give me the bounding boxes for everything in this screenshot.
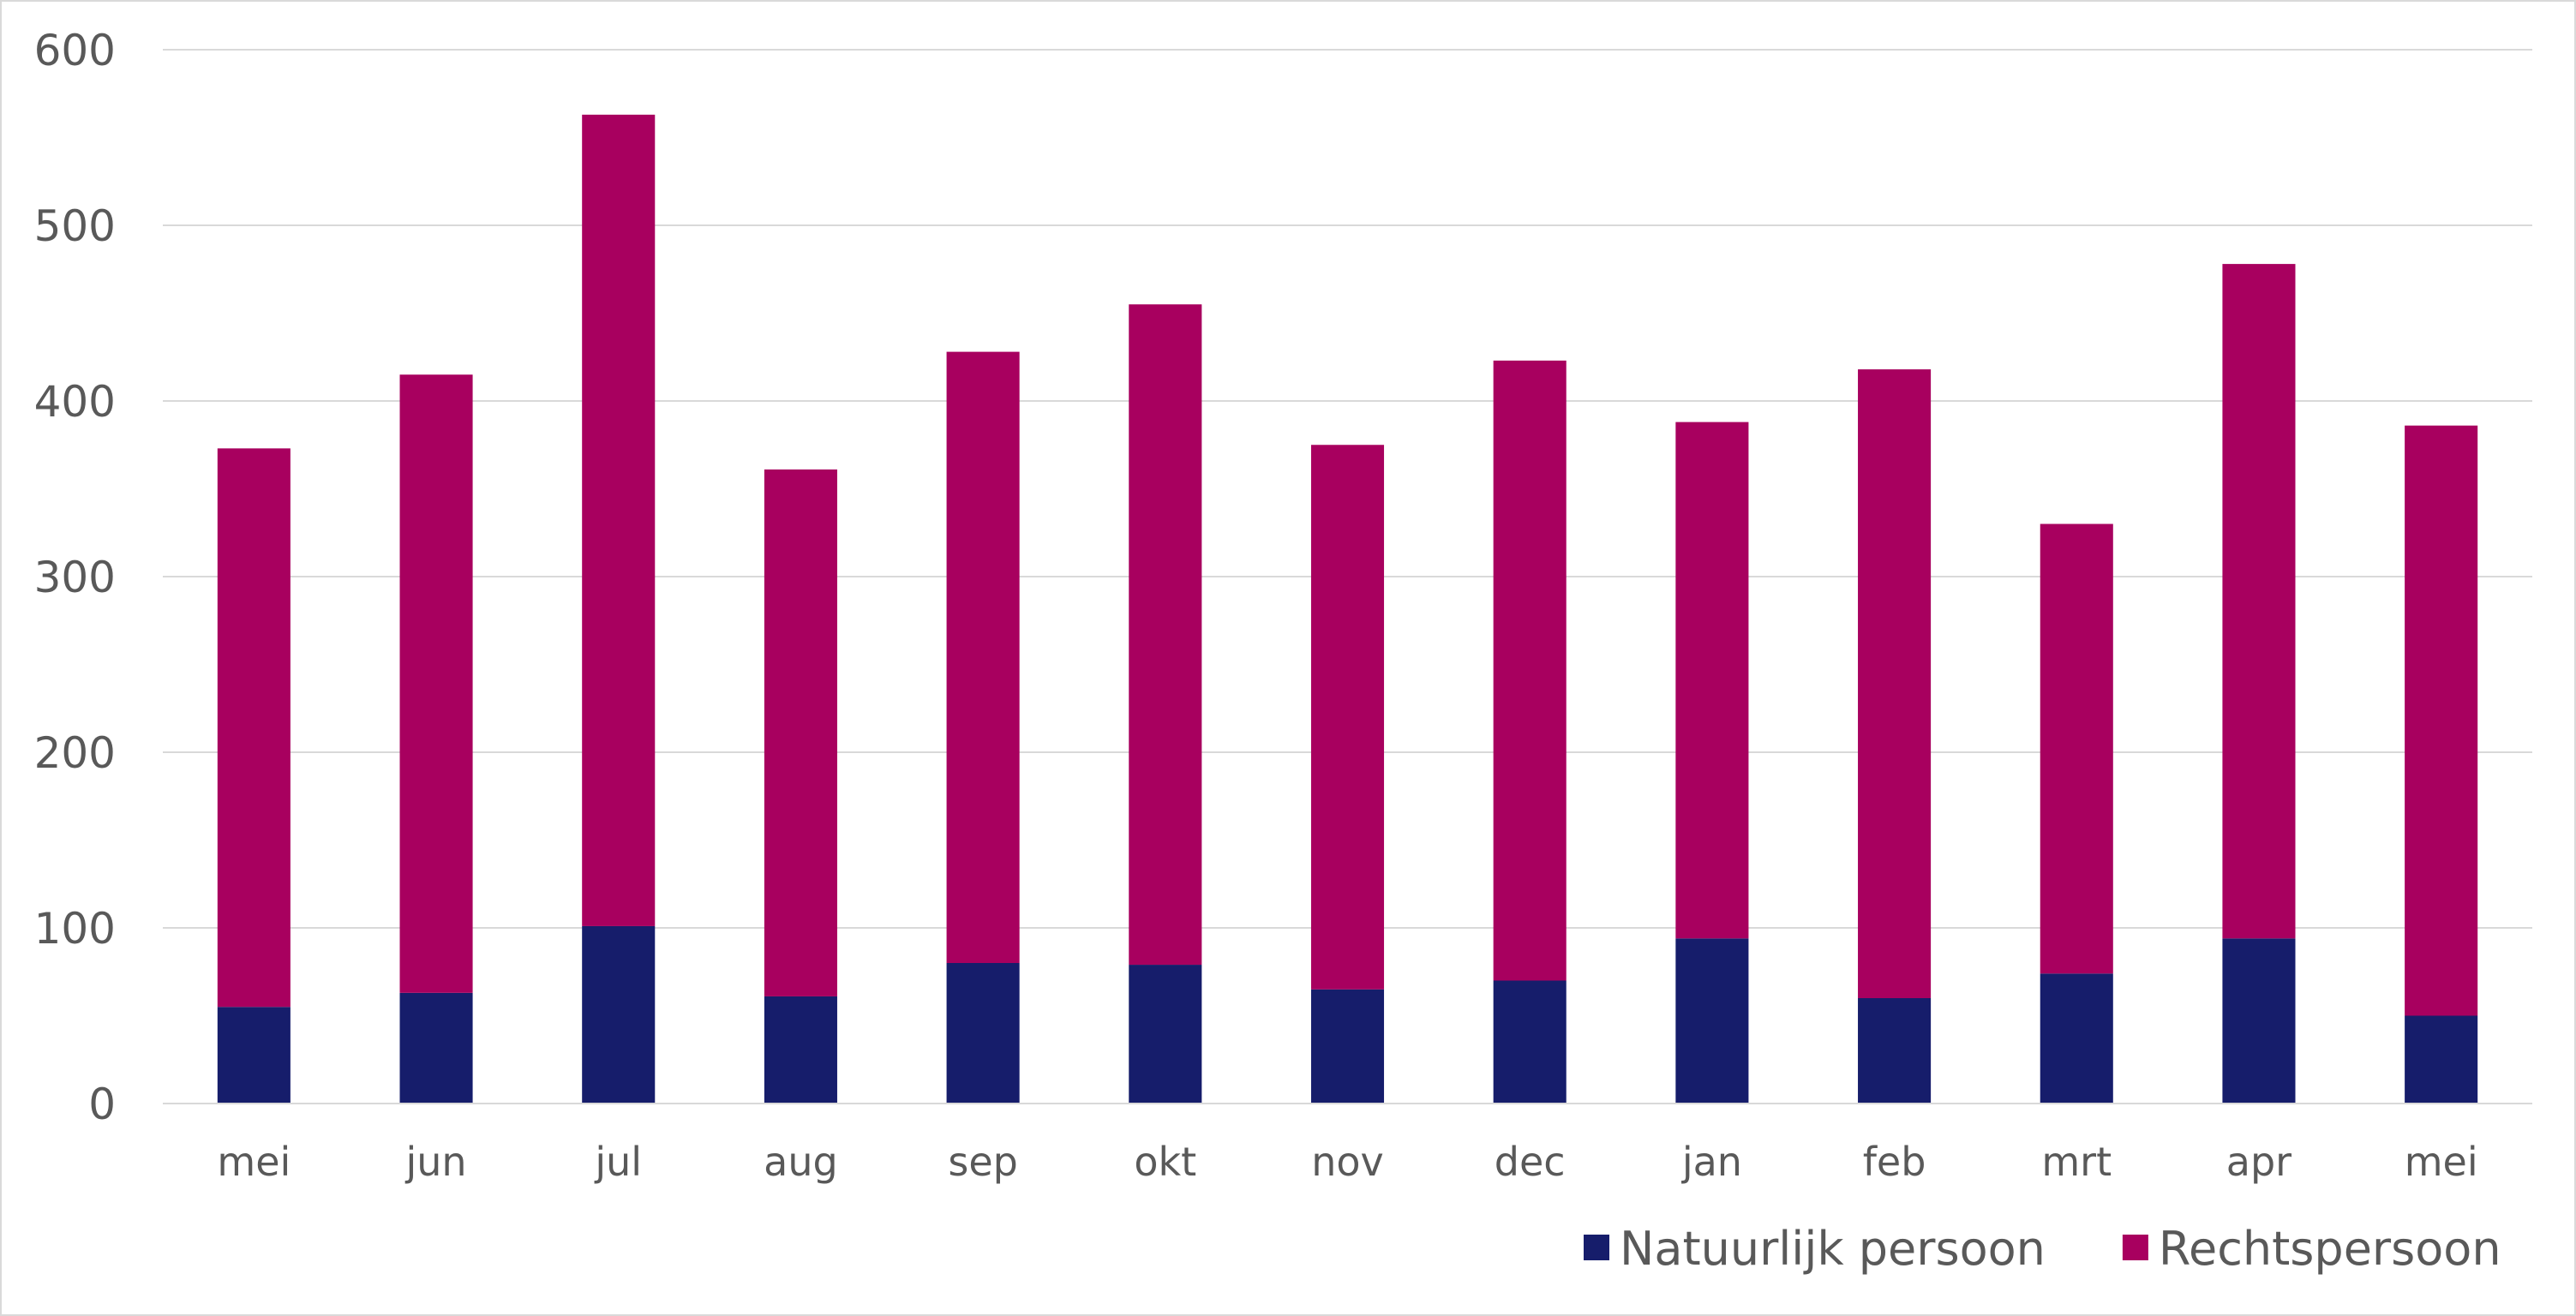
bar-segment-natuurlijk-persoon: [2222, 938, 2296, 1104]
bar-segment-rechtspersoon: [1493, 360, 1567, 981]
x-tick-label: jul: [594, 1139, 642, 1185]
x-tick-label: nov: [1311, 1139, 1384, 1185]
y-tick-label: 600: [34, 26, 116, 75]
y-tick-label: 0: [88, 1080, 116, 1129]
x-tick-label: okt: [1134, 1139, 1196, 1185]
x-tick-label: sep: [948, 1139, 1017, 1185]
bar-segment-rechtspersoon: [217, 448, 291, 1008]
bars: [217, 114, 2478, 1104]
bar-segment-natuurlijk-persoon: [1858, 998, 1932, 1104]
x-tick-label: mei: [217, 1139, 291, 1185]
y-tick-label: 200: [34, 728, 116, 778]
bar-segment-natuurlijk-persoon: [1129, 965, 1202, 1104]
bar-segment-natuurlijk-persoon: [582, 925, 656, 1104]
x-tick-label: feb: [1863, 1139, 1926, 1185]
y-tick-label: 500: [34, 201, 116, 251]
x-tick-label: jun: [404, 1139, 466, 1185]
bar-segment-natuurlijk-persoon: [1310, 989, 1385, 1104]
y-tick-label: 100: [34, 904, 116, 954]
legend: Natuurlijk persoon Rechtspersoon: [1584, 1222, 2501, 1276]
y-axis-tick-labels: 0 100 200 300 400 500 600: [34, 26, 116, 1129]
bar-segment-natuurlijk-persoon: [946, 963, 1020, 1104]
bar-segment-natuurlijk-persoon: [1675, 938, 1749, 1104]
x-tick-label: dec: [1495, 1139, 1566, 1185]
gridlines: [163, 49, 2532, 929]
legend-swatch: [2122, 1235, 2148, 1260]
bar-segment-rechtspersoon: [2040, 523, 2113, 974]
x-tick-label: mrt: [2041, 1139, 2112, 1185]
legend-label: Rechtspersoon: [2159, 1222, 2501, 1276]
bar-segment-rechtspersoon: [1129, 304, 1202, 966]
bar-segment-rechtspersoon: [2405, 425, 2478, 1016]
legend-label: Natuurlijk persoon: [1620, 1222, 2046, 1276]
bar-segment-rechtspersoon: [946, 351, 1020, 964]
y-tick-label: 400: [34, 377, 116, 427]
x-tick-label: aug: [764, 1139, 838, 1185]
bar-segment-natuurlijk-persoon: [764, 996, 837, 1104]
x-tick-label: apr: [2226, 1139, 2291, 1185]
bar-segment-natuurlijk-persoon: [217, 1007, 291, 1104]
bar-segment-natuurlijk-persoon: [2405, 1015, 2478, 1104]
bar-segment-rechtspersoon: [399, 374, 473, 993]
x-tick-label: jan: [1681, 1139, 1742, 1185]
x-axis-tick-labels: mei jun jul aug sep okt nov dec jan feb mrt apr mei: [217, 1139, 2477, 1185]
legend-swatch: [1584, 1235, 1609, 1260]
bar-segment-natuurlijk-persoon: [2040, 973, 2113, 1104]
y-tick-label: 300: [34, 553, 116, 602]
bar-segment-rechtspersoon: [1858, 369, 1932, 999]
bar-segment-rechtspersoon: [582, 114, 656, 926]
bar-segment-rechtspersoon: [1310, 445, 1385, 990]
bar-segment-rechtspersoon: [764, 469, 837, 996]
bar-segment-rechtspersoon: [1675, 422, 1749, 939]
bar-segment-natuurlijk-persoon: [1493, 980, 1567, 1104]
bar-segment-rechtspersoon: [2222, 264, 2296, 939]
bar-segment-natuurlijk-persoon: [399, 992, 473, 1104]
x-tick-label: mei: [2405, 1139, 2478, 1185]
